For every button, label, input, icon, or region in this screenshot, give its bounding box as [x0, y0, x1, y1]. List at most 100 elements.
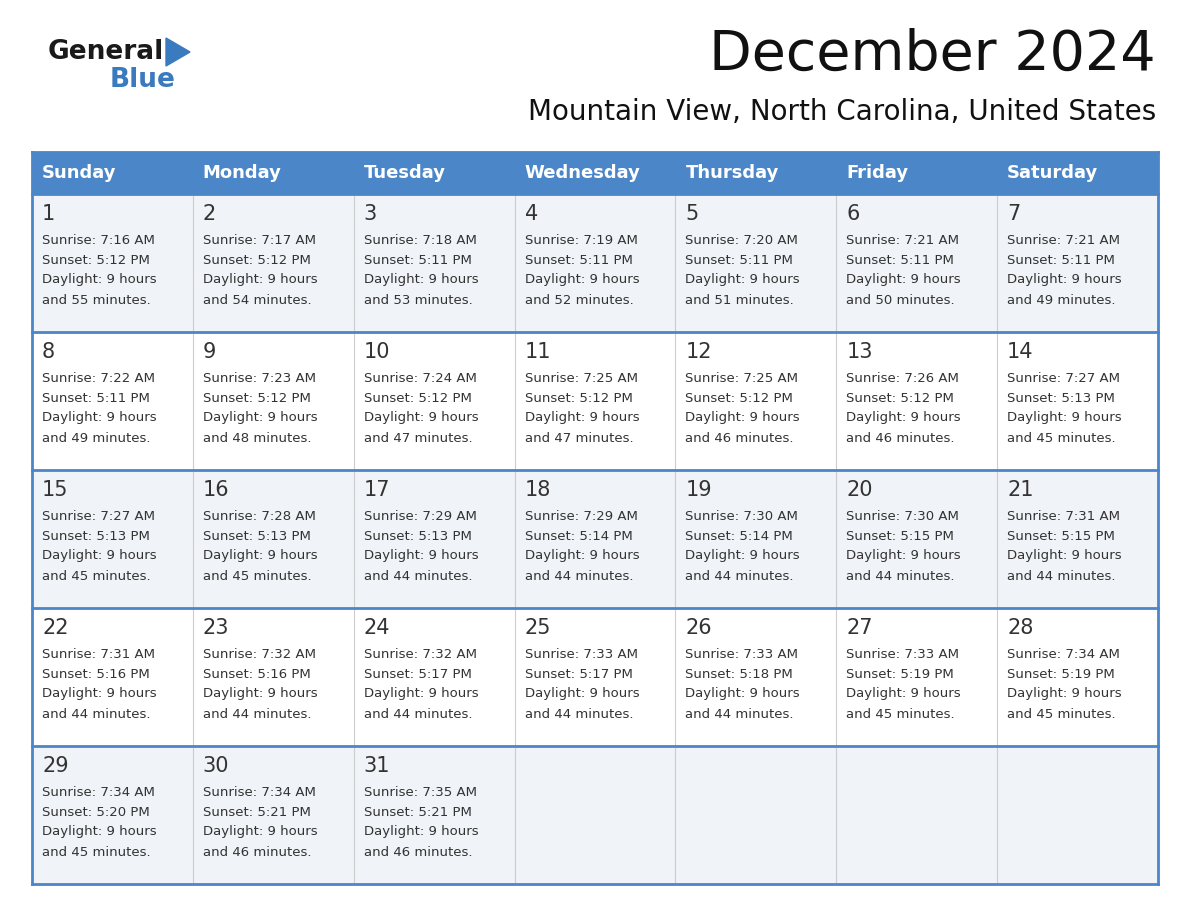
Text: 17: 17: [364, 480, 390, 500]
Text: Daylight: 9 hours: Daylight: 9 hours: [525, 550, 639, 563]
Text: Sunrise: 7:21 AM: Sunrise: 7:21 AM: [1007, 233, 1120, 247]
Text: 10: 10: [364, 342, 390, 362]
Text: Sunset: 5:11 PM: Sunset: 5:11 PM: [846, 253, 954, 266]
Text: Sunrise: 7:31 AM: Sunrise: 7:31 AM: [1007, 509, 1120, 522]
Text: Sunrise: 7:34 AM: Sunrise: 7:34 AM: [203, 786, 316, 799]
Bar: [32, 332, 1158, 470]
Text: Daylight: 9 hours: Daylight: 9 hours: [203, 688, 317, 700]
Text: Sunset: 5:15 PM: Sunset: 5:15 PM: [1007, 530, 1116, 543]
Text: and 45 minutes.: and 45 minutes.: [42, 569, 151, 583]
Text: and 44 minutes.: and 44 minutes.: [364, 708, 472, 721]
Text: Daylight: 9 hours: Daylight: 9 hours: [364, 550, 479, 563]
Text: Sunset: 5:14 PM: Sunset: 5:14 PM: [685, 530, 794, 543]
Text: and 44 minutes.: and 44 minutes.: [42, 708, 151, 721]
Text: Sunrise: 7:18 AM: Sunrise: 7:18 AM: [364, 233, 476, 247]
Text: 31: 31: [364, 756, 390, 776]
Text: Daylight: 9 hours: Daylight: 9 hours: [364, 411, 479, 424]
Text: Sunrise: 7:28 AM: Sunrise: 7:28 AM: [203, 509, 316, 522]
Text: Thursday: Thursday: [685, 164, 779, 182]
Text: 3: 3: [364, 204, 377, 224]
Text: Daylight: 9 hours: Daylight: 9 hours: [685, 550, 800, 563]
Text: and 44 minutes.: and 44 minutes.: [685, 569, 794, 583]
Text: Sunrise: 7:24 AM: Sunrise: 7:24 AM: [364, 372, 476, 385]
Text: Sunrise: 7:32 AM: Sunrise: 7:32 AM: [364, 647, 476, 660]
Text: Sunrise: 7:22 AM: Sunrise: 7:22 AM: [42, 372, 154, 385]
Text: and 46 minutes.: and 46 minutes.: [685, 431, 794, 444]
Text: Daylight: 9 hours: Daylight: 9 hours: [203, 825, 317, 838]
Text: Sunrise: 7:33 AM: Sunrise: 7:33 AM: [846, 647, 959, 660]
Text: Sunset: 5:12 PM: Sunset: 5:12 PM: [685, 391, 794, 405]
Text: Daylight: 9 hours: Daylight: 9 hours: [685, 274, 800, 286]
Text: 8: 8: [42, 342, 55, 362]
Polygon shape: [166, 38, 190, 66]
Bar: [32, 152, 1158, 194]
Text: 28: 28: [1007, 618, 1034, 638]
Text: and 46 minutes.: and 46 minutes.: [846, 431, 955, 444]
Text: 6: 6: [846, 204, 860, 224]
Text: Sunrise: 7:21 AM: Sunrise: 7:21 AM: [846, 233, 959, 247]
Text: Sunset: 5:16 PM: Sunset: 5:16 PM: [42, 667, 150, 680]
Text: Daylight: 9 hours: Daylight: 9 hours: [42, 688, 157, 700]
Text: Sunrise: 7:29 AM: Sunrise: 7:29 AM: [525, 509, 638, 522]
Text: Daylight: 9 hours: Daylight: 9 hours: [685, 411, 800, 424]
Text: Friday: Friday: [846, 164, 909, 182]
Text: Sunset: 5:21 PM: Sunset: 5:21 PM: [364, 805, 472, 819]
Text: 27: 27: [846, 618, 873, 638]
Text: 16: 16: [203, 480, 229, 500]
Text: Sunset: 5:19 PM: Sunset: 5:19 PM: [1007, 667, 1114, 680]
Text: Tuesday: Tuesday: [364, 164, 446, 182]
Text: and 47 minutes.: and 47 minutes.: [525, 431, 633, 444]
Text: and 44 minutes.: and 44 minutes.: [846, 569, 955, 583]
Text: and 45 minutes.: and 45 minutes.: [42, 845, 151, 858]
Text: Mountain View, North Carolina, United States: Mountain View, North Carolina, United St…: [527, 98, 1156, 126]
Text: Sunrise: 7:33 AM: Sunrise: 7:33 AM: [525, 647, 638, 660]
Text: Sunset: 5:11 PM: Sunset: 5:11 PM: [42, 391, 150, 405]
Text: 12: 12: [685, 342, 712, 362]
Text: 21: 21: [1007, 480, 1034, 500]
Text: Sunrise: 7:30 AM: Sunrise: 7:30 AM: [846, 509, 959, 522]
Text: Sunrise: 7:34 AM: Sunrise: 7:34 AM: [1007, 647, 1120, 660]
Text: Sunrise: 7:26 AM: Sunrise: 7:26 AM: [846, 372, 959, 385]
Text: Sunset: 5:20 PM: Sunset: 5:20 PM: [42, 805, 150, 819]
Text: Daylight: 9 hours: Daylight: 9 hours: [846, 550, 961, 563]
Text: Sunset: 5:16 PM: Sunset: 5:16 PM: [203, 667, 310, 680]
Text: 29: 29: [42, 756, 69, 776]
Text: Sunset: 5:14 PM: Sunset: 5:14 PM: [525, 530, 632, 543]
Text: Sunset: 5:12 PM: Sunset: 5:12 PM: [203, 253, 311, 266]
Text: Sunrise: 7:35 AM: Sunrise: 7:35 AM: [364, 786, 476, 799]
Text: Daylight: 9 hours: Daylight: 9 hours: [42, 274, 157, 286]
Text: Sunset: 5:11 PM: Sunset: 5:11 PM: [525, 253, 632, 266]
Text: 23: 23: [203, 618, 229, 638]
Text: Sunrise: 7:16 AM: Sunrise: 7:16 AM: [42, 233, 154, 247]
Text: Sunset: 5:19 PM: Sunset: 5:19 PM: [846, 667, 954, 680]
Text: 22: 22: [42, 618, 69, 638]
Text: Sunrise: 7:17 AM: Sunrise: 7:17 AM: [203, 233, 316, 247]
Text: Sunset: 5:13 PM: Sunset: 5:13 PM: [364, 530, 472, 543]
Text: Sunset: 5:17 PM: Sunset: 5:17 PM: [525, 667, 632, 680]
Text: Sunday: Sunday: [42, 164, 116, 182]
Text: Sunset: 5:13 PM: Sunset: 5:13 PM: [42, 530, 150, 543]
Text: Sunrise: 7:25 AM: Sunrise: 7:25 AM: [525, 372, 638, 385]
Text: and 46 minutes.: and 46 minutes.: [364, 845, 472, 858]
Text: Sunset: 5:12 PM: Sunset: 5:12 PM: [525, 391, 632, 405]
Text: Monday: Monday: [203, 164, 282, 182]
Text: Daylight: 9 hours: Daylight: 9 hours: [203, 550, 317, 563]
Text: Daylight: 9 hours: Daylight: 9 hours: [203, 274, 317, 286]
Text: Daylight: 9 hours: Daylight: 9 hours: [846, 688, 961, 700]
Text: 9: 9: [203, 342, 216, 362]
Text: December 2024: December 2024: [709, 28, 1156, 82]
Text: Sunrise: 7:20 AM: Sunrise: 7:20 AM: [685, 233, 798, 247]
Text: and 54 minutes.: and 54 minutes.: [203, 294, 311, 307]
Text: Sunset: 5:12 PM: Sunset: 5:12 PM: [203, 391, 311, 405]
Bar: [32, 746, 1158, 884]
Text: Sunrise: 7:25 AM: Sunrise: 7:25 AM: [685, 372, 798, 385]
Text: Sunset: 5:12 PM: Sunset: 5:12 PM: [42, 253, 150, 266]
Text: 26: 26: [685, 618, 712, 638]
Text: Sunrise: 7:32 AM: Sunrise: 7:32 AM: [203, 647, 316, 660]
Text: Daylight: 9 hours: Daylight: 9 hours: [42, 550, 157, 563]
Text: and 44 minutes.: and 44 minutes.: [1007, 569, 1116, 583]
Text: Sunrise: 7:27 AM: Sunrise: 7:27 AM: [42, 509, 154, 522]
Text: Blue: Blue: [110, 67, 176, 93]
Text: Sunrise: 7:34 AM: Sunrise: 7:34 AM: [42, 786, 154, 799]
Text: 4: 4: [525, 204, 538, 224]
